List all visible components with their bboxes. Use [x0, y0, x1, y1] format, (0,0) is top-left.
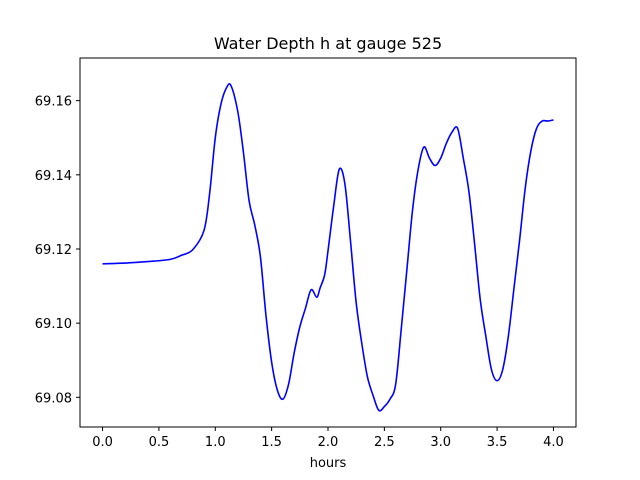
- y-tick-label: 69.12: [35, 243, 72, 258]
- x-tick-label: 3.0: [430, 435, 451, 450]
- y-tick-label: 69.16: [35, 95, 72, 110]
- x-tick-label: 0.5: [149, 435, 170, 450]
- x-tick-label: 2.0: [318, 435, 339, 450]
- x-tick-label: 0.0: [92, 435, 113, 450]
- x-axis-label: hours: [310, 456, 347, 471]
- x-tick-label: 1.0: [205, 435, 226, 450]
- chart-title: Water Depth h at gauge 525: [214, 34, 442, 53]
- x-tick-label: 2.5: [374, 435, 395, 450]
- x-tick-label: 4.0: [543, 435, 564, 450]
- x-tick-label: 3.5: [487, 435, 508, 450]
- x-tick-label: 1.5: [261, 435, 282, 450]
- y-tick-label: 69.08: [35, 391, 72, 406]
- y-tick-label: 69.10: [35, 317, 72, 332]
- y-tick-label: 69.14: [35, 169, 72, 184]
